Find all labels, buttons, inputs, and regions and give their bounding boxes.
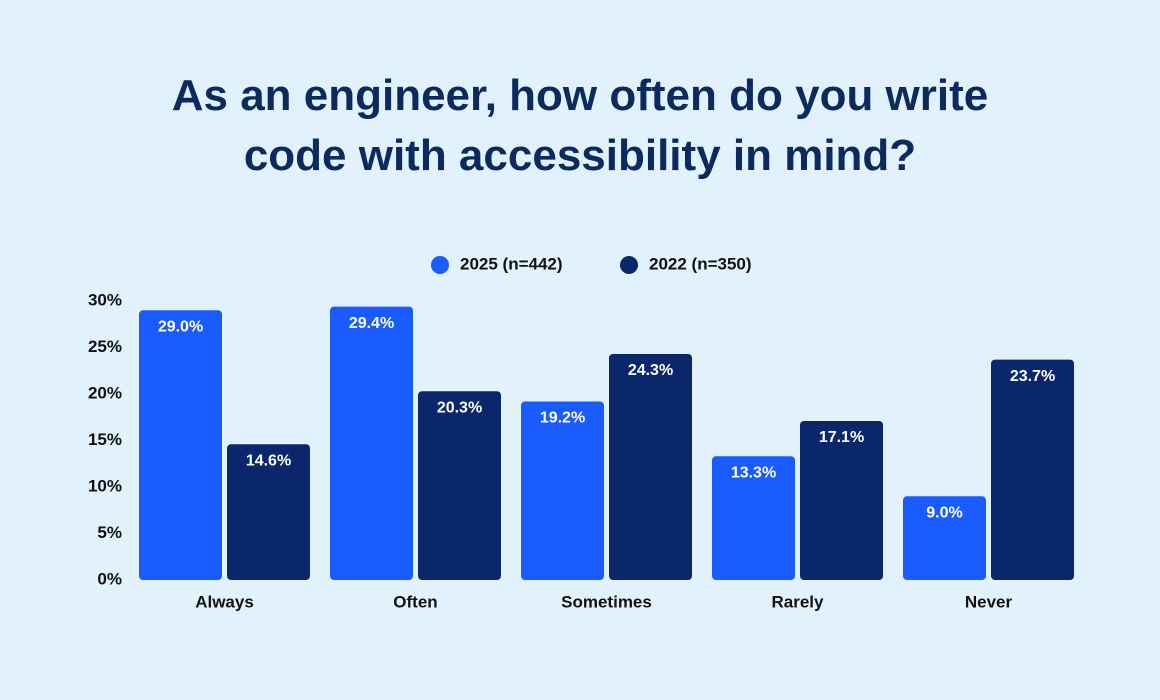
- value-label: 13.3%: [731, 465, 776, 482]
- y-tick-label: 0%: [97, 569, 122, 588]
- bar: [712, 456, 795, 580]
- legend-marker: [620, 256, 638, 274]
- value-label: 24.3%: [628, 362, 673, 379]
- y-tick-label: 15%: [88, 430, 122, 449]
- value-label: 19.2%: [540, 410, 585, 427]
- x-tick-label: Sometimes: [561, 592, 652, 611]
- value-label: 17.1%: [819, 429, 864, 446]
- x-tick-label: Never: [965, 592, 1013, 611]
- legend-label: 2025 (n=442): [460, 254, 563, 273]
- value-label: 14.6%: [246, 452, 291, 469]
- value-label: 29.0%: [158, 319, 203, 336]
- bar: [800, 420, 883, 580]
- y-tick-label: 10%: [88, 476, 122, 495]
- bar: [330, 306, 413, 580]
- legend-label: 2022 (n=350): [649, 254, 752, 273]
- bar: [903, 496, 986, 580]
- value-label: 9.0%: [926, 505, 962, 522]
- bar: [418, 391, 501, 580]
- value-label: 20.3%: [437, 399, 482, 416]
- y-tick-label: 30%: [88, 290, 122, 309]
- x-tick-label: Often: [393, 592, 437, 611]
- value-label: 23.7%: [1010, 368, 1055, 385]
- y-tick-label: 5%: [97, 523, 122, 542]
- x-tick-label: Rarely: [772, 592, 825, 611]
- chart-title: As an engineer, how often do you write c…: [171, 71, 989, 180]
- bar: [139, 310, 222, 580]
- y-tick-label: 20%: [88, 383, 122, 402]
- legend-marker: [431, 256, 449, 274]
- bar: [521, 401, 604, 580]
- bar: [991, 359, 1074, 580]
- value-label: 29.4%: [349, 315, 394, 332]
- y-tick-label: 25%: [88, 337, 122, 356]
- bar: [609, 354, 692, 580]
- x-tick-label: Always: [195, 592, 254, 611]
- bar: [227, 444, 310, 580]
